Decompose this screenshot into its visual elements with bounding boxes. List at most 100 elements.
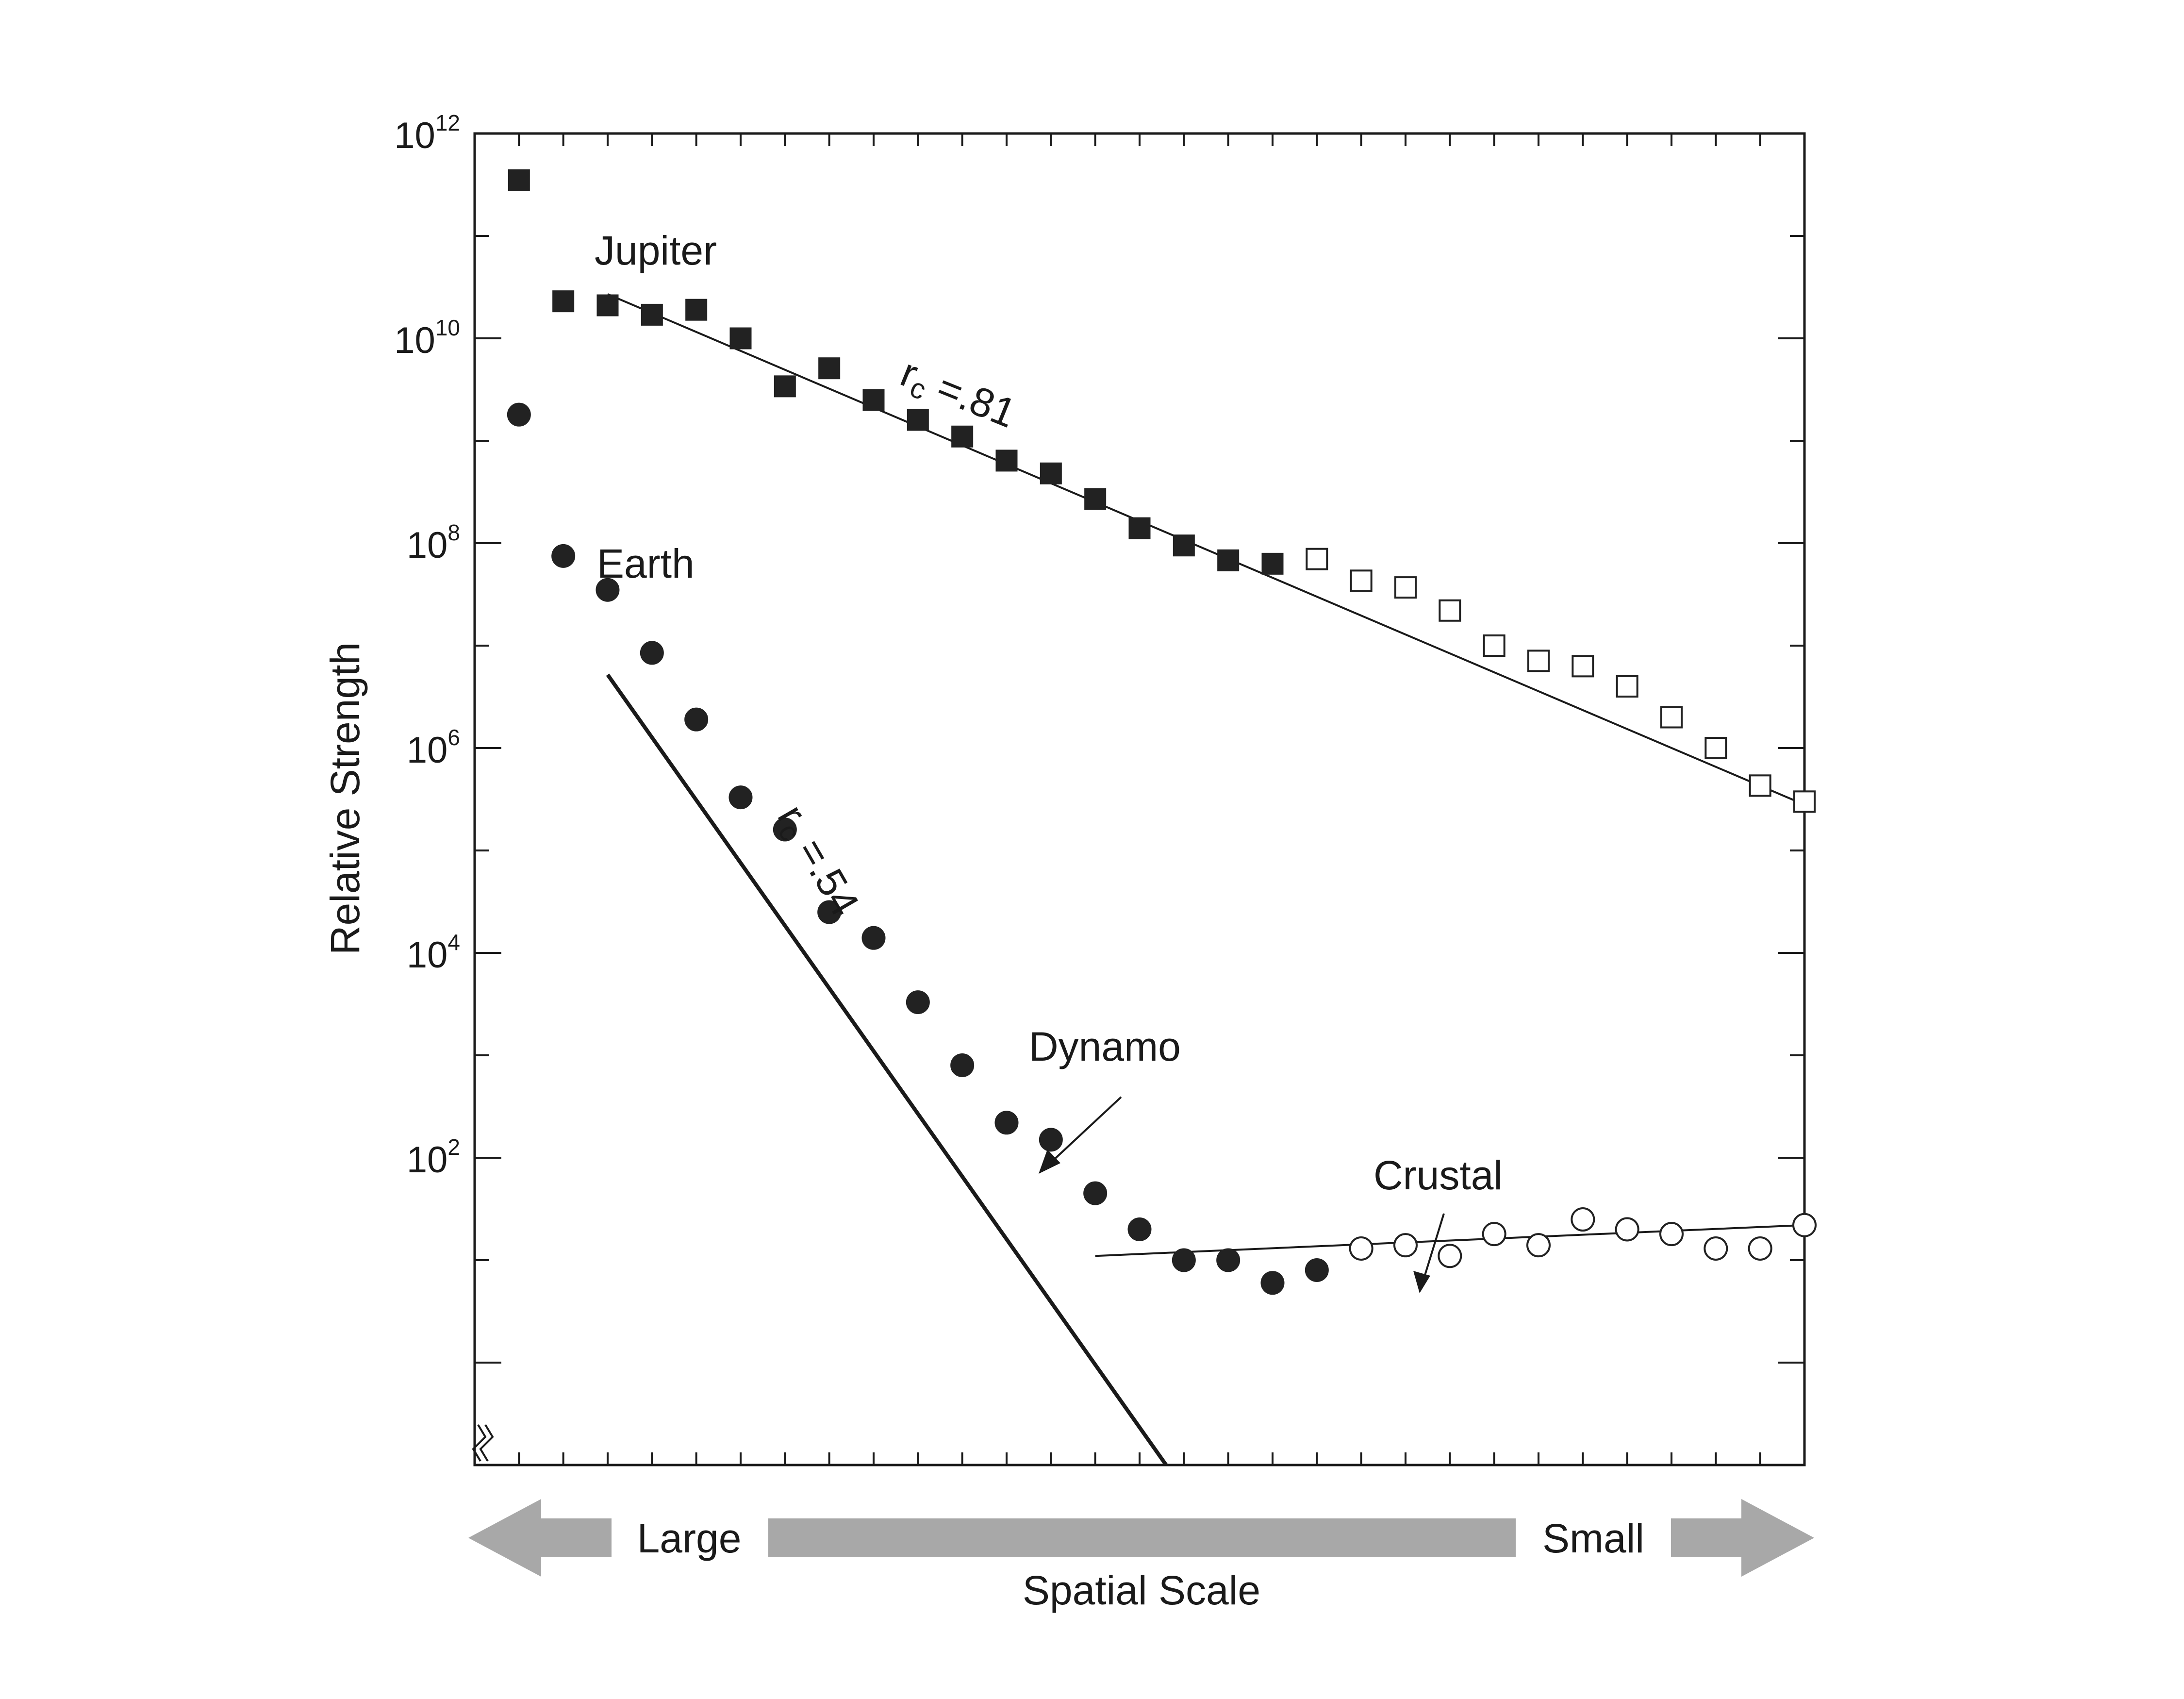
jupiter-open-point — [1394, 576, 1417, 599]
jupiter-point — [685, 299, 708, 321]
y-axis-title: Relative Strength — [322, 642, 368, 955]
earth-point — [950, 1053, 975, 1077]
jupiter-point — [508, 169, 530, 191]
earth-point — [551, 544, 576, 568]
y-tick-label: 102 — [407, 1134, 460, 1181]
fit-lines — [606, 293, 1805, 1466]
series-label-jupiter: Jupiter — [595, 228, 717, 273]
jupiter-point — [552, 290, 575, 313]
jupiter-point — [1128, 517, 1151, 539]
earth-open-point — [1748, 1236, 1772, 1261]
fit-line — [606, 673, 1168, 1466]
jupiter-point — [862, 389, 885, 411]
earth-point — [596, 578, 620, 602]
jupiter-open-point — [1749, 774, 1771, 797]
jupiter-point — [596, 294, 619, 316]
jupiter-open-point — [1439, 599, 1461, 622]
earth-rc-value: =.54 — [783, 821, 868, 923]
jupiter-point — [995, 450, 1018, 472]
earth-open-point — [1792, 1213, 1817, 1237]
earth-open-point — [1526, 1233, 1551, 1258]
earth-open-point — [1438, 1244, 1462, 1268]
direction-label-small: Small — [1542, 1516, 1644, 1561]
earth-point — [684, 707, 709, 732]
plot-frame — [473, 132, 1806, 1466]
earth-point — [507, 402, 531, 427]
crustal-label: Crustal — [1373, 1152, 1503, 1198]
y-tick-exponent: 8 — [447, 520, 460, 545]
jupiter-point — [641, 303, 663, 326]
earth-open-point — [1571, 1207, 1595, 1232]
jupiter-point — [774, 375, 796, 398]
earth-point — [1216, 1248, 1241, 1272]
x-axis-title: Spatial Scale — [1023, 1567, 1260, 1613]
left-arrow-shaft — [539, 1518, 612, 1557]
earth-point — [728, 785, 753, 810]
y-tick-base: 10 — [407, 525, 448, 566]
y-tick-label: 1012 — [394, 110, 460, 156]
jupiter-point — [907, 409, 929, 431]
spatial-scale-arrow — [468, 1499, 1814, 1577]
fit-line — [1095, 1224, 1805, 1257]
y-tick-label: 106 — [407, 725, 460, 771]
jupiter-rc-value: =.81 — [920, 360, 1023, 436]
earth-open-point — [1482, 1222, 1506, 1247]
earth-point — [861, 926, 886, 950]
earth-point — [640, 641, 664, 665]
x-axis-ticks — [518, 133, 1761, 1465]
y-tick-exponent: 10 — [435, 315, 460, 340]
y-tick-base: 10 — [394, 115, 435, 156]
earth-point — [1260, 1271, 1285, 1295]
earth-point — [994, 1111, 1019, 1135]
jupiter-open-point — [1483, 634, 1506, 657]
earth-point — [817, 900, 842, 924]
earth-open-point — [1615, 1217, 1639, 1242]
jupiter-point — [1040, 462, 1062, 484]
jupiter-point — [1261, 552, 1284, 575]
center-arrow-bar — [768, 1518, 1516, 1557]
y-tick-exponent: 6 — [447, 725, 460, 750]
y-tick-exponent: 12 — [435, 110, 460, 135]
jupiter-point — [818, 357, 841, 380]
jupiter-point — [1084, 488, 1107, 510]
jupiter-point — [951, 425, 974, 448]
earth-point — [1305, 1258, 1329, 1282]
jupiter-open-point — [1616, 675, 1638, 698]
crustal-arrow — [1413, 1213, 1445, 1293]
right-arrow-shaft — [1671, 1518, 1744, 1557]
direction-label-large: Large — [637, 1516, 742, 1561]
axis-break-symbol — [472, 1424, 494, 1462]
left-arrowhead — [468, 1499, 541, 1577]
jupiter-open-point — [1527, 650, 1550, 672]
earth-point — [906, 990, 930, 1015]
jupiter-open-point — [1306, 548, 1328, 570]
jupiter-point — [1173, 534, 1195, 557]
earth-open-point — [1704, 1236, 1728, 1261]
earth-open-point — [1349, 1236, 1373, 1261]
dynamo-label: Dynamo — [1029, 1024, 1181, 1069]
earth-open-point — [1659, 1222, 1684, 1247]
jupiter-point — [729, 327, 752, 350]
jupiter-open-point — [1704, 737, 1727, 759]
y-tick-exponent: 4 — [447, 930, 460, 955]
right-arrowhead — [1741, 1499, 1814, 1577]
data-markers — [507, 169, 1817, 1295]
y-tick-label: 104 — [407, 930, 460, 976]
jupiter-open-point — [1793, 790, 1816, 813]
earth-point — [773, 817, 797, 842]
earth-point — [1083, 1181, 1108, 1205]
y-tick-label: 108 — [407, 520, 460, 566]
y-tick-base: 10 — [407, 934, 448, 976]
y-tick-exponent: 2 — [447, 1134, 460, 1160]
jupiter-open-point — [1660, 706, 1683, 729]
y-tick-base: 10 — [407, 730, 448, 771]
earth-point — [1127, 1217, 1152, 1241]
earth-rc-label: rc =.54 — [765, 797, 868, 926]
jupiter-open-point — [1572, 655, 1594, 678]
fit-line — [607, 293, 1805, 806]
jupiter-open-point — [1350, 569, 1373, 592]
earth-point — [1172, 1248, 1196, 1272]
dynamo-arrow — [1039, 1096, 1122, 1174]
